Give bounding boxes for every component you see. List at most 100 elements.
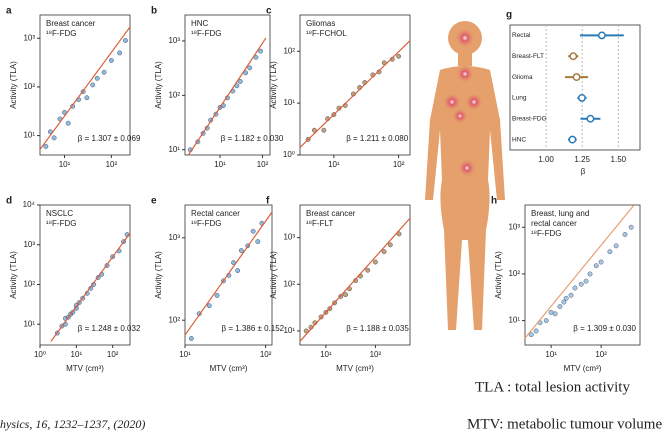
- y-tick-label: 10²: [23, 82, 35, 91]
- x-axis-label: MTV (cm³): [336, 364, 374, 373]
- panel-label: rectal cancer: [531, 219, 577, 228]
- plot-frame: [184, 14, 271, 156]
- data-point: [561, 299, 567, 305]
- y-axis-label: Activity (TLA): [9, 251, 18, 299]
- data-point: [607, 249, 613, 255]
- data-point: [613, 243, 619, 249]
- data-point: [587, 271, 593, 277]
- data-point: [247, 65, 253, 71]
- data-point: [572, 285, 578, 291]
- panel-label: Breast cancer: [46, 19, 96, 28]
- plot-frame: [524, 204, 641, 346]
- y-tick-label: 10²: [283, 46, 295, 55]
- y-axis-label: Activity (TLA): [269, 61, 278, 109]
- data-point: [543, 318, 549, 323]
- panel-letter: c: [266, 6, 272, 17]
- beta-annotation: β = 1.182 ± 0.030: [221, 134, 284, 143]
- data-point: [117, 50, 123, 56]
- panel-label: Gliomas: [306, 19, 335, 28]
- x-axis-label: β: [581, 167, 586, 176]
- estimate-point: [597, 31, 606, 40]
- x-tick-label: 10¹: [71, 350, 83, 359]
- category-label: HNC: [512, 136, 526, 143]
- y-tick-label: 10¹: [508, 316, 520, 325]
- category-label: Lung: [512, 95, 527, 102]
- data-point: [548, 309, 554, 315]
- x-tick-label: 10⁰: [34, 350, 46, 359]
- panel-label: Breast, lung and: [531, 209, 589, 218]
- data-point: [557, 304, 563, 309]
- category-label: Rectal: [512, 32, 531, 39]
- data-point: [622, 232, 628, 237]
- estimate-point: [572, 73, 581, 82]
- plot-frame: [299, 14, 411, 156]
- estimate-point: [586, 114, 595, 123]
- data-point: [578, 281, 584, 287]
- data-point: [376, 69, 382, 75]
- data-point: [214, 292, 220, 298]
- panel-letter: f: [266, 196, 270, 207]
- y-tick-label: 10⁴: [23, 200, 36, 209]
- y-tick-label: 10³: [168, 36, 180, 45]
- x-tick-label: 10²: [257, 160, 269, 169]
- data-point: [396, 53, 401, 59]
- x-axis-label: MTV (cm³): [210, 364, 248, 373]
- y-tick-label: 10²: [168, 90, 180, 99]
- y-axis-label: Activity (TLA): [494, 251, 503, 299]
- y-tick-label: 10²: [23, 280, 35, 289]
- panel-letter: e: [151, 196, 157, 207]
- y-tick-label: 10³: [23, 33, 35, 42]
- x-tick-label: 1.00: [538, 155, 554, 164]
- panel-letter: h: [491, 196, 497, 207]
- x-axis-label: MTV (cm³): [66, 364, 104, 373]
- category-label: Glioma: [512, 74, 533, 81]
- data-point: [533, 328, 539, 334]
- x-tick-label: 10¹: [214, 160, 226, 169]
- data-point: [90, 82, 96, 88]
- data-point: [84, 95, 90, 101]
- citation: hysics, 16, 1232–1237, (2020): [0, 417, 145, 431]
- fit-line: [187, 37, 267, 156]
- data-point: [552, 311, 558, 317]
- panel-label: NSCLC: [46, 209, 73, 218]
- panel-label: ¹⁸F-FDG: [46, 219, 76, 228]
- fit-line: [299, 40, 411, 148]
- panel-letter: d: [6, 196, 12, 207]
- data-point: [108, 58, 114, 63]
- data-point: [188, 336, 194, 341]
- data-point: [235, 268, 241, 273]
- data-point: [237, 79, 243, 84]
- y-tick-label: 10³: [23, 240, 35, 249]
- panel-label: ¹⁸F-FDG: [191, 29, 221, 38]
- data-point: [94, 75, 100, 81]
- y-tick-label: 10²: [283, 279, 295, 288]
- y-tick-label: 10⁰: [283, 150, 295, 159]
- y-axis-label: Activity (TLA): [269, 251, 278, 299]
- mtv-definition: MTV: metabolic tumour volume: [467, 416, 662, 432]
- y-tick-label: 10¹: [23, 131, 35, 140]
- fit-line: [299, 217, 411, 342]
- estimate-point: [577, 93, 586, 102]
- panel-label: ¹⁸F-FDG: [531, 229, 561, 238]
- x-tick-label: 10²: [370, 350, 382, 359]
- y-tick-label: 10²: [168, 315, 180, 324]
- data-point: [628, 224, 634, 230]
- y-tick-label: 10³: [283, 233, 295, 242]
- y-tick-label: 10³: [508, 222, 520, 231]
- data-point: [583, 278, 589, 284]
- y-tick-label: 10¹: [168, 145, 180, 154]
- data-point: [303, 328, 309, 334]
- plot-frame: [39, 204, 131, 346]
- fit-line: [39, 26, 131, 150]
- tla-definition: TLA : total lesion activity: [475, 379, 630, 395]
- data-point: [563, 295, 569, 301]
- data-point: [387, 242, 393, 248]
- beta-annotation: β = 1.309 ± 0.030: [573, 324, 636, 333]
- y-tick-label: 10¹: [283, 326, 295, 335]
- y-tick-label: 10³: [168, 233, 180, 242]
- panel-letter: b: [151, 6, 157, 17]
- data-point: [206, 303, 212, 309]
- y-tick-label: 10²: [508, 269, 520, 278]
- x-tick-label: 10²: [260, 350, 272, 359]
